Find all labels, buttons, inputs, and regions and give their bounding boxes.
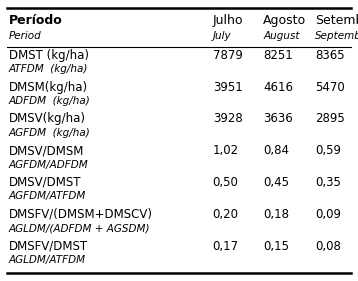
- Text: DMSV/DMSM: DMSV/DMSM: [9, 144, 84, 157]
- Text: 0,50: 0,50: [213, 176, 238, 189]
- Text: 0,08: 0,08: [315, 239, 340, 253]
- Text: 3951: 3951: [213, 81, 242, 94]
- Text: September: September: [315, 31, 358, 41]
- Text: AGLDM/ATFDM: AGLDM/ATFDM: [9, 255, 86, 265]
- Text: 3928: 3928: [213, 112, 242, 125]
- Text: DMST (kg/ha): DMST (kg/ha): [9, 49, 89, 62]
- Text: 5470: 5470: [315, 81, 344, 94]
- Text: Setembro: Setembro: [315, 14, 358, 27]
- Text: DMSV/DMST: DMSV/DMST: [9, 176, 81, 189]
- Text: 7879: 7879: [213, 49, 243, 62]
- Text: 8365: 8365: [315, 49, 344, 62]
- Text: 0,09: 0,09: [315, 208, 341, 221]
- Text: 0,17: 0,17: [213, 239, 239, 253]
- Text: 0,18: 0,18: [263, 208, 289, 221]
- Text: Agosto: Agosto: [263, 14, 306, 27]
- Text: DMSM(kg/ha): DMSM(kg/ha): [9, 81, 88, 94]
- Text: AGFDM  (kg/ha): AGFDM (kg/ha): [9, 128, 91, 138]
- Text: ADFDM  (kg/ha): ADFDM (kg/ha): [9, 96, 91, 106]
- Text: 1,02: 1,02: [213, 144, 239, 157]
- Text: 0,20: 0,20: [213, 208, 239, 221]
- Text: Julho: Julho: [213, 14, 243, 27]
- Text: AGFDM/ATFDM: AGFDM/ATFDM: [9, 191, 86, 201]
- Text: 0,84: 0,84: [263, 144, 289, 157]
- Text: 0,35: 0,35: [315, 176, 340, 189]
- Text: 0,15: 0,15: [263, 239, 289, 253]
- Text: 3636: 3636: [263, 112, 293, 125]
- Text: Period: Period: [9, 31, 42, 41]
- Text: AGFDM/ADFDM: AGFDM/ADFDM: [9, 160, 89, 169]
- Text: DMSFV/(DMSM+DMSCV): DMSFV/(DMSM+DMSCV): [9, 208, 153, 221]
- Text: AGLDM/(ADFDM + AGSDM): AGLDM/(ADFDM + AGSDM): [9, 223, 150, 233]
- Text: 0,59: 0,59: [315, 144, 341, 157]
- Text: ATFDM  (kg/ha): ATFDM (kg/ha): [9, 64, 88, 74]
- Text: DMSFV/DMST: DMSFV/DMST: [9, 239, 88, 253]
- Text: 2895: 2895: [315, 112, 344, 125]
- Text: July: July: [213, 31, 231, 41]
- Text: Período: Período: [9, 14, 63, 27]
- Text: 4616: 4616: [263, 81, 293, 94]
- Text: 8251: 8251: [263, 49, 293, 62]
- Text: 0,45: 0,45: [263, 176, 289, 189]
- Text: DMSV(kg/ha): DMSV(kg/ha): [9, 112, 86, 125]
- Text: August: August: [263, 31, 300, 41]
